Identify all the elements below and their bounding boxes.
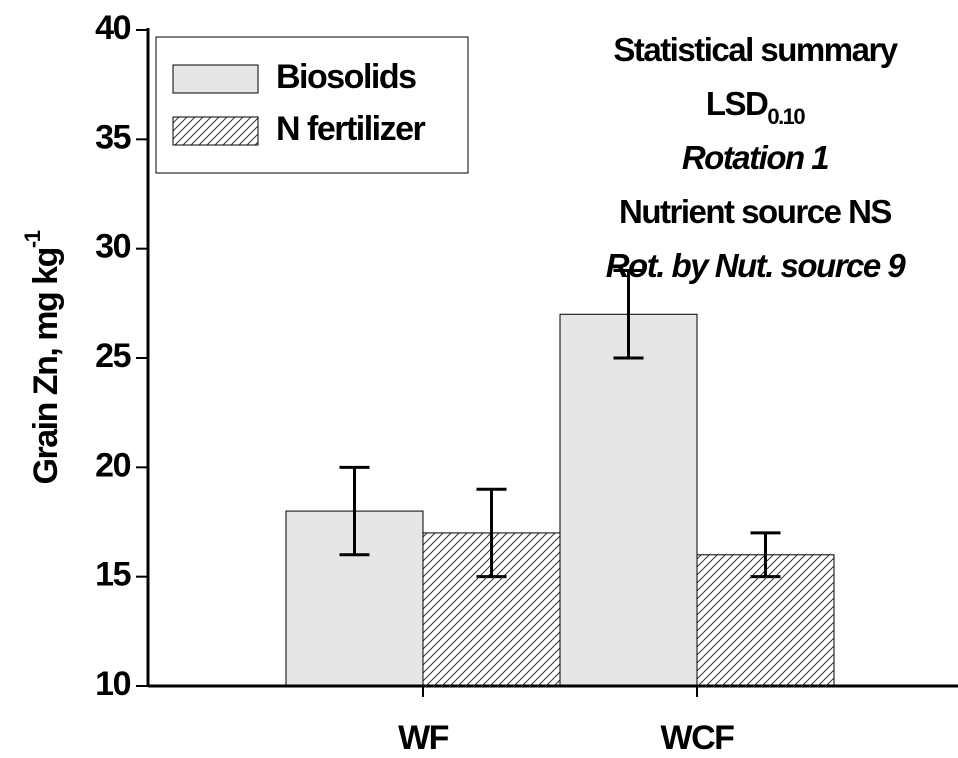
legend-label: N fertilizer [276, 110, 426, 148]
annotation-text: Rot. by Nut. source 9 [606, 247, 907, 284]
y-axis-label-sup: -1 [20, 230, 45, 248]
legend-label: Biosolids [276, 58, 416, 96]
annotation-subscript: 0.10 [767, 104, 805, 129]
y-axis-label: Grain Zn, mg kg-1 [20, 230, 65, 484]
error-bar [750, 531, 781, 579]
y-tick-label: 15 [95, 556, 130, 594]
x-tick-label: WCF [661, 719, 735, 757]
y-tick-label: 35 [95, 118, 130, 156]
error-bar [613, 269, 644, 360]
annotation-text: Statistical summary [613, 31, 898, 68]
x-tick-label: WF [398, 719, 449, 757]
annotation: Statistical summary [613, 31, 898, 68]
annotation: LSD0.10 [706, 85, 806, 129]
legend-box [155, 36, 469, 174]
annotation: Rotation 1 [682, 139, 828, 176]
annotation: Nutrient source NS [619, 193, 891, 230]
annotation-text: Rotation 1 [682, 139, 828, 176]
y-axis-label-text: Grain Zn, mg kg [27, 248, 65, 484]
error-bar [476, 487, 507, 579]
annotation-text: Nutrient source NS [619, 193, 891, 230]
y-tick-label: 40 [95, 9, 130, 47]
y-tick-label: 10 [95, 665, 130, 703]
y-tick-label: 25 [95, 337, 130, 375]
annotation: Rot. by Nut. source 9 [606, 247, 907, 284]
annotation-text: LSD [706, 85, 768, 122]
bar [559, 313, 698, 687]
legend-swatch [172, 64, 259, 94]
error-bar [339, 465, 370, 557]
y-tick-label: 30 [95, 228, 130, 266]
legend-swatch [172, 116, 259, 146]
y-tick-label: 20 [95, 446, 130, 484]
